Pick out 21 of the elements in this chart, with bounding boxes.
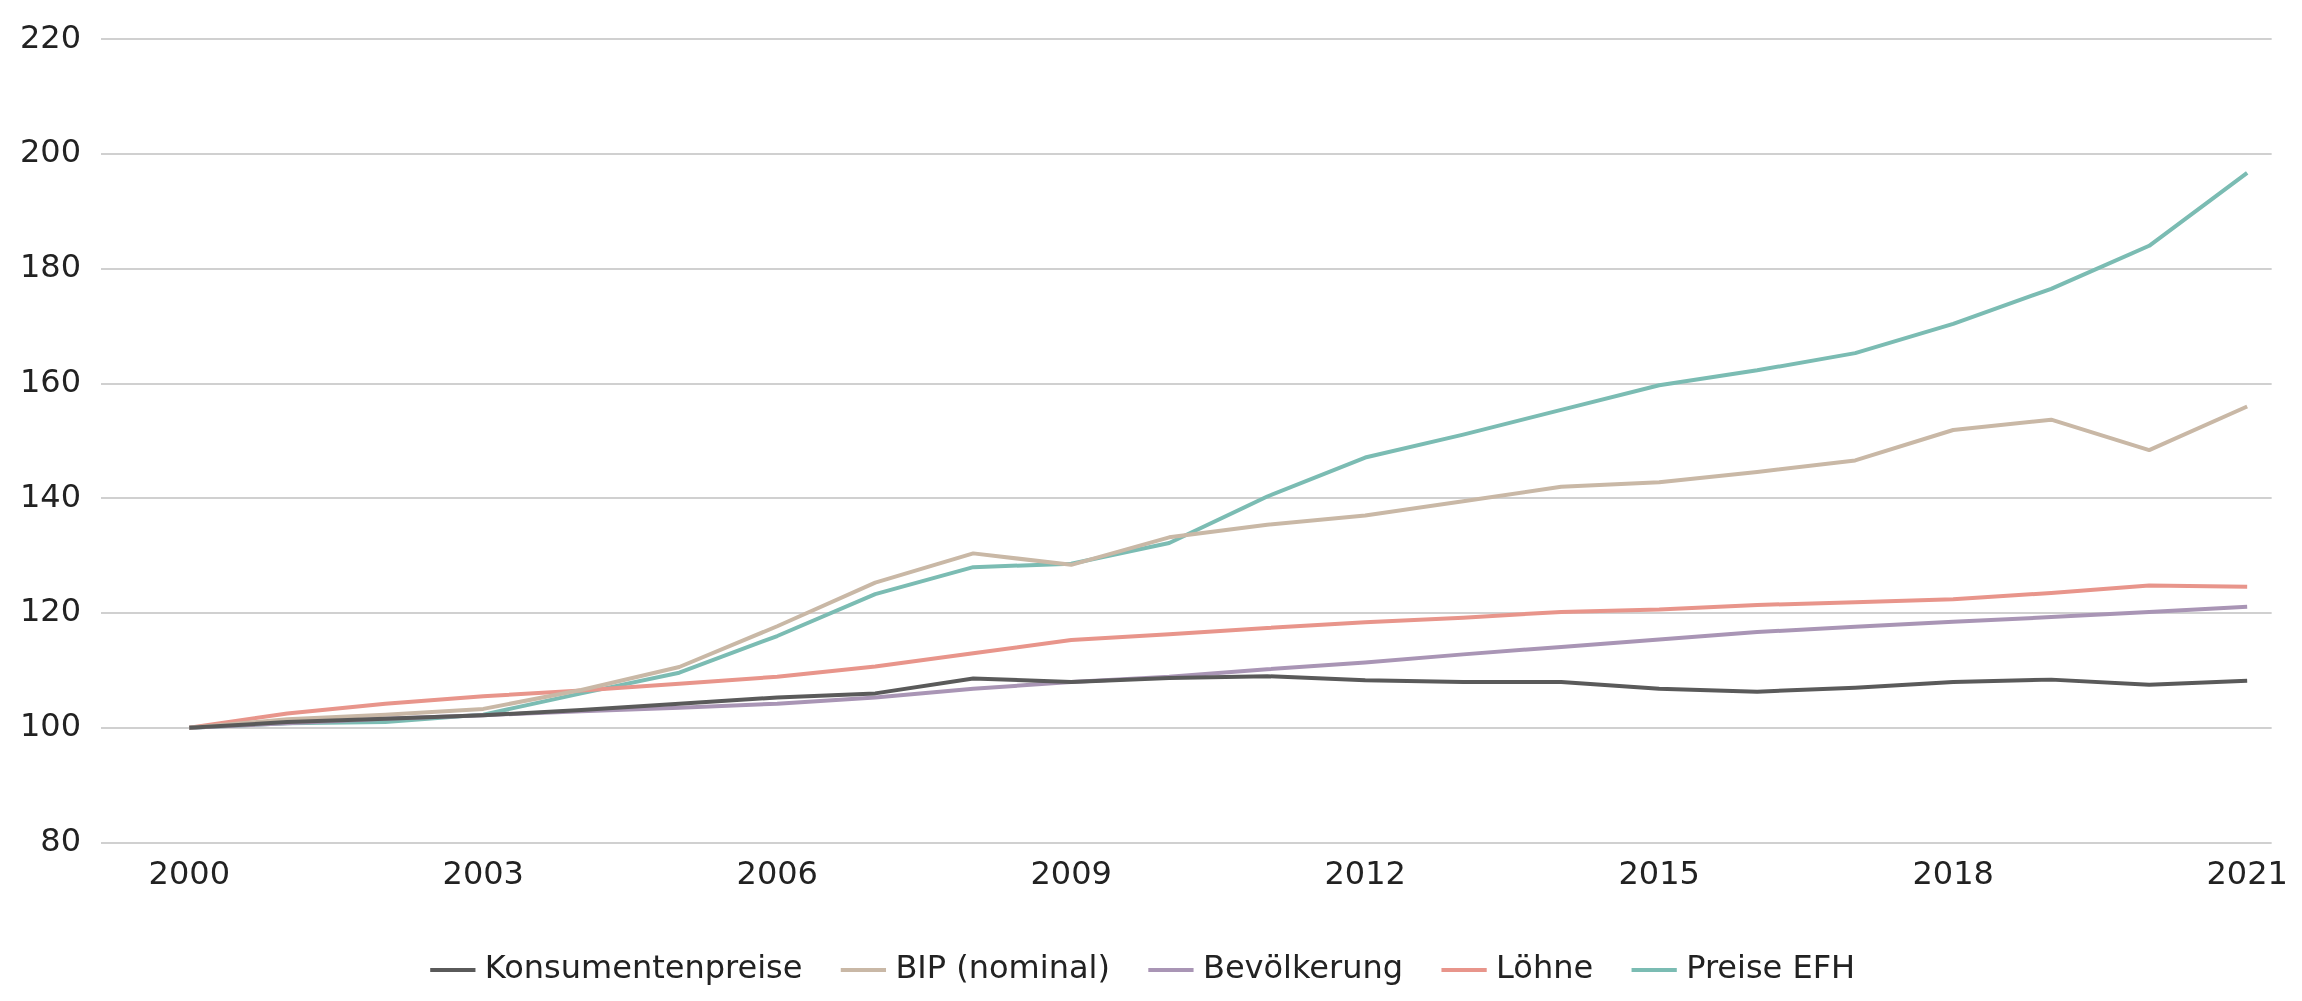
y-tick-label: 140	[20, 476, 82, 515]
x-tick-label: 2006	[736, 854, 818, 893]
legend-label: BIP (nominal)	[895, 948, 1110, 987]
y-tick-label: 80	[40, 820, 82, 859]
legend-label: Konsumentenpreise	[484, 948, 803, 987]
y-tick-label: 120	[20, 591, 82, 630]
x-tick-label: 2003	[442, 854, 524, 893]
x-tick-label: 2018	[1912, 854, 1994, 893]
y-tick-label: 200	[20, 132, 82, 171]
y-tick-label: 100	[20, 706, 82, 745]
x-tick-label: 2021	[2206, 854, 2288, 893]
x-tick-label: 2015	[1618, 854, 1700, 893]
y-tick-label: 180	[20, 247, 82, 286]
y-tick-label: 220	[20, 17, 82, 56]
legend-label: Löhne	[1496, 948, 1594, 987]
x-tick-label: 2012	[1324, 854, 1406, 893]
legend-label: Preise EFH	[1686, 948, 1856, 987]
x-tick-label: 2009	[1030, 854, 1112, 893]
legend-label: Bevölkerung	[1202, 948, 1404, 987]
x-tick-label: 2000	[148, 854, 230, 893]
y-tick-label: 160	[20, 361, 82, 400]
